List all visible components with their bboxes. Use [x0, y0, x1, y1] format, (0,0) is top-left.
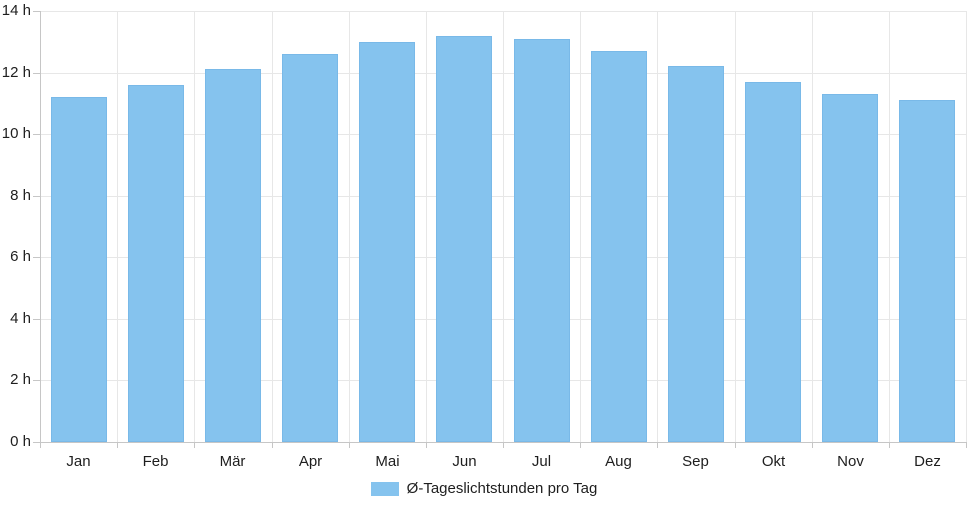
x-axis-label-feb: Feb	[142, 453, 169, 470]
x-gridline	[117, 11, 118, 442]
bar-mai[interactable]	[359, 42, 415, 442]
bar-jun[interactable]	[436, 36, 492, 442]
bar-jan[interactable]	[51, 97, 107, 442]
y-axis-tick-label: 0 h	[10, 433, 31, 450]
x-axis-tick	[426, 442, 427, 448]
x-gridline	[580, 11, 581, 442]
y-axis-tick-label: 14 h	[1, 2, 31, 19]
y-axis-tick-label: 4 h	[10, 310, 31, 327]
x-axis-label-mai: Mai	[375, 453, 400, 470]
x-gridline	[889, 11, 890, 442]
bar-dez[interactable]	[899, 100, 955, 442]
x-axis-tick	[966, 442, 967, 448]
x-axis-label-jun: Jun	[452, 453, 477, 470]
x-axis-tick	[657, 442, 658, 448]
y-axis-tick	[33, 73, 40, 74]
bar-sep[interactable]	[668, 66, 724, 442]
bar-feb[interactable]	[128, 85, 184, 442]
x-gridline	[426, 11, 427, 442]
bar-jul[interactable]	[514, 39, 570, 442]
x-axis-label-okt: Okt	[761, 453, 786, 470]
x-axis-label-nov: Nov	[837, 453, 864, 470]
y-axis-line	[40, 11, 41, 443]
x-axis-label-jul: Jul	[531, 453, 552, 470]
bar-nov[interactable]	[822, 94, 878, 442]
y-axis-tick-label: 12 h	[1, 64, 31, 81]
x-gridline	[657, 11, 658, 442]
bar-okt[interactable]	[745, 82, 801, 442]
x-gridline	[812, 11, 813, 442]
x-axis-tick	[580, 442, 581, 448]
y-axis-tick	[33, 196, 40, 197]
x-gridline	[194, 11, 195, 442]
y-axis-tick	[33, 11, 40, 12]
legend: Ø-Tageslichtstunden pro Tag	[0, 480, 968, 497]
x-axis-label-sep: Sep	[682, 453, 709, 470]
y-axis-tick	[33, 380, 40, 381]
x-gridline	[503, 11, 504, 442]
y-axis-tick	[33, 257, 40, 258]
x-axis-label-jan: Jan	[66, 453, 91, 470]
x-axis-tick	[889, 442, 890, 448]
legend-swatch-icon	[370, 481, 399, 496]
x-axis-tick	[349, 442, 350, 448]
bar-apr[interactable]	[282, 54, 338, 442]
bar-mär[interactable]	[205, 69, 261, 442]
legend-label: Ø-Tageslichtstunden pro Tag	[406, 480, 598, 497]
x-axis-tick	[735, 442, 736, 448]
y-axis-tick	[33, 319, 40, 320]
x-axis-tick	[812, 442, 813, 448]
x-gridline	[966, 11, 967, 442]
x-axis-label-apr: Apr	[298, 453, 323, 470]
y-axis-tick-label: 6 h	[10, 248, 31, 265]
y-axis-tick	[33, 134, 40, 135]
x-axis-label-mär: Mär	[219, 453, 246, 470]
bar-aug[interactable]	[591, 51, 647, 442]
x-axis-line	[33, 442, 966, 443]
x-gridline	[272, 11, 273, 442]
y-axis-tick-label: 8 h	[10, 187, 31, 204]
x-axis-tick	[40, 442, 41, 448]
x-axis-tick	[117, 442, 118, 448]
x-axis-label-dez: Dez	[914, 453, 941, 470]
y-axis-tick-label: 10 h	[1, 125, 31, 142]
x-axis-tick	[503, 442, 504, 448]
x-axis-tick	[194, 442, 195, 448]
x-axis-tick	[272, 442, 273, 448]
x-axis-label-aug: Aug	[605, 453, 632, 470]
x-gridline	[735, 11, 736, 442]
x-gridline	[349, 11, 350, 442]
y-axis-tick-label: 2 h	[10, 371, 31, 388]
